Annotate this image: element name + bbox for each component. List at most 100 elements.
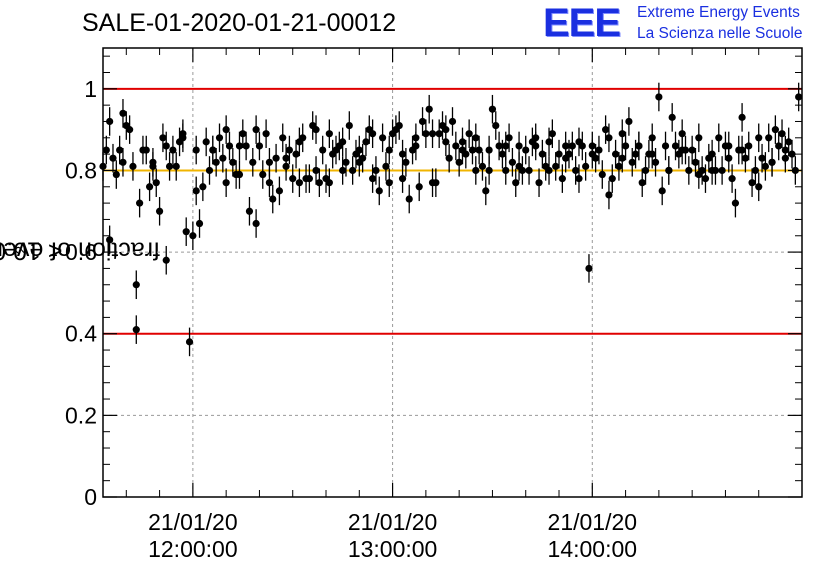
data-point <box>212 158 220 166</box>
data-point <box>455 158 463 166</box>
data-point <box>385 179 393 187</box>
data-point <box>618 154 626 162</box>
data-point <box>272 154 280 162</box>
data-point <box>548 130 556 138</box>
data-point <box>532 142 540 150</box>
data-point <box>209 146 217 154</box>
data-point <box>152 179 160 187</box>
data-point <box>422 130 430 138</box>
data-point <box>555 150 563 158</box>
data-point <box>738 146 746 154</box>
data-point <box>452 142 460 150</box>
data-point <box>362 138 370 146</box>
data-point <box>199 183 207 191</box>
data-point <box>252 219 260 228</box>
data-point <box>678 130 686 138</box>
data-point <box>149 158 157 166</box>
data-point <box>382 162 390 170</box>
data-point <box>342 158 350 166</box>
data-point <box>588 142 596 150</box>
data-point <box>292 150 300 158</box>
data-point <box>715 134 723 142</box>
x-tick-label-time: 13:00:00 <box>348 536 438 562</box>
data-point <box>235 170 244 179</box>
data-point <box>575 175 583 183</box>
data-point <box>728 175 736 183</box>
data-point <box>249 158 257 166</box>
y-tick-label: 0.4 <box>65 321 97 347</box>
data-point <box>758 154 766 162</box>
data-point <box>648 134 656 142</box>
data-point <box>771 126 779 134</box>
data-point <box>658 187 666 195</box>
data-point <box>661 142 670 150</box>
data-point <box>129 162 137 170</box>
data-point <box>701 175 710 183</box>
data-point <box>259 170 267 179</box>
data-points <box>99 82 803 357</box>
data-point <box>655 93 663 101</box>
data-point <box>445 154 453 162</box>
data-point <box>229 158 237 166</box>
data-point <box>691 158 700 166</box>
data-point <box>498 150 507 158</box>
data-point <box>638 179 646 187</box>
data-point <box>242 142 250 150</box>
data-point <box>472 134 480 142</box>
data-point <box>355 146 363 154</box>
data-point <box>515 142 523 150</box>
data-point <box>775 142 783 150</box>
data-point <box>578 142 586 150</box>
data-point <box>625 117 633 126</box>
data-point <box>468 146 477 154</box>
data-point <box>428 130 437 138</box>
data-point <box>558 175 566 183</box>
data-point <box>375 187 383 195</box>
data-point <box>345 121 353 130</box>
data-point <box>319 146 327 154</box>
data-point <box>235 142 244 150</box>
data-point <box>312 126 320 134</box>
data-point <box>668 113 676 121</box>
data-point <box>359 154 367 162</box>
data-point <box>398 175 407 183</box>
y-tick-label: 0.2 <box>65 402 97 428</box>
data-point <box>482 187 490 195</box>
data-point <box>538 150 546 158</box>
eee-logo-mark: EEE <box>543 1 621 45</box>
data-point <box>119 158 127 166</box>
data-point <box>718 166 726 175</box>
data-point <box>289 175 297 183</box>
data-point <box>379 134 387 142</box>
data-point <box>119 109 127 117</box>
data-point <box>106 236 114 244</box>
axes: 00.20.40.60.8121/01/2012:00:0021/01/2013… <box>65 48 802 562</box>
data-point <box>621 142 630 150</box>
data-point <box>159 134 167 142</box>
x-tick-label-date: 21/01/20 <box>348 509 438 535</box>
data-point <box>475 146 483 154</box>
data-point <box>349 166 357 175</box>
data-point <box>415 183 423 191</box>
chart-title: SALE-01-2020-01-21-00012 <box>82 9 397 37</box>
data-point <box>788 150 796 158</box>
data-point <box>695 134 703 142</box>
data-point <box>681 146 690 154</box>
data-point <box>651 158 660 166</box>
data-point <box>325 130 333 138</box>
data-point <box>245 207 254 215</box>
data-point <box>612 150 620 158</box>
data-point <box>285 146 293 154</box>
data-point <box>492 121 500 130</box>
data-point <box>192 146 200 154</box>
data-point <box>279 134 287 142</box>
data-point <box>778 130 786 138</box>
x-tick-label-time: 14:00:00 <box>548 536 638 562</box>
data-point <box>755 183 763 191</box>
data-point <box>648 150 656 158</box>
data-point <box>325 179 333 187</box>
data-point <box>265 158 274 166</box>
data-point <box>518 166 527 175</box>
data-point <box>179 130 187 138</box>
data-point <box>202 138 210 146</box>
